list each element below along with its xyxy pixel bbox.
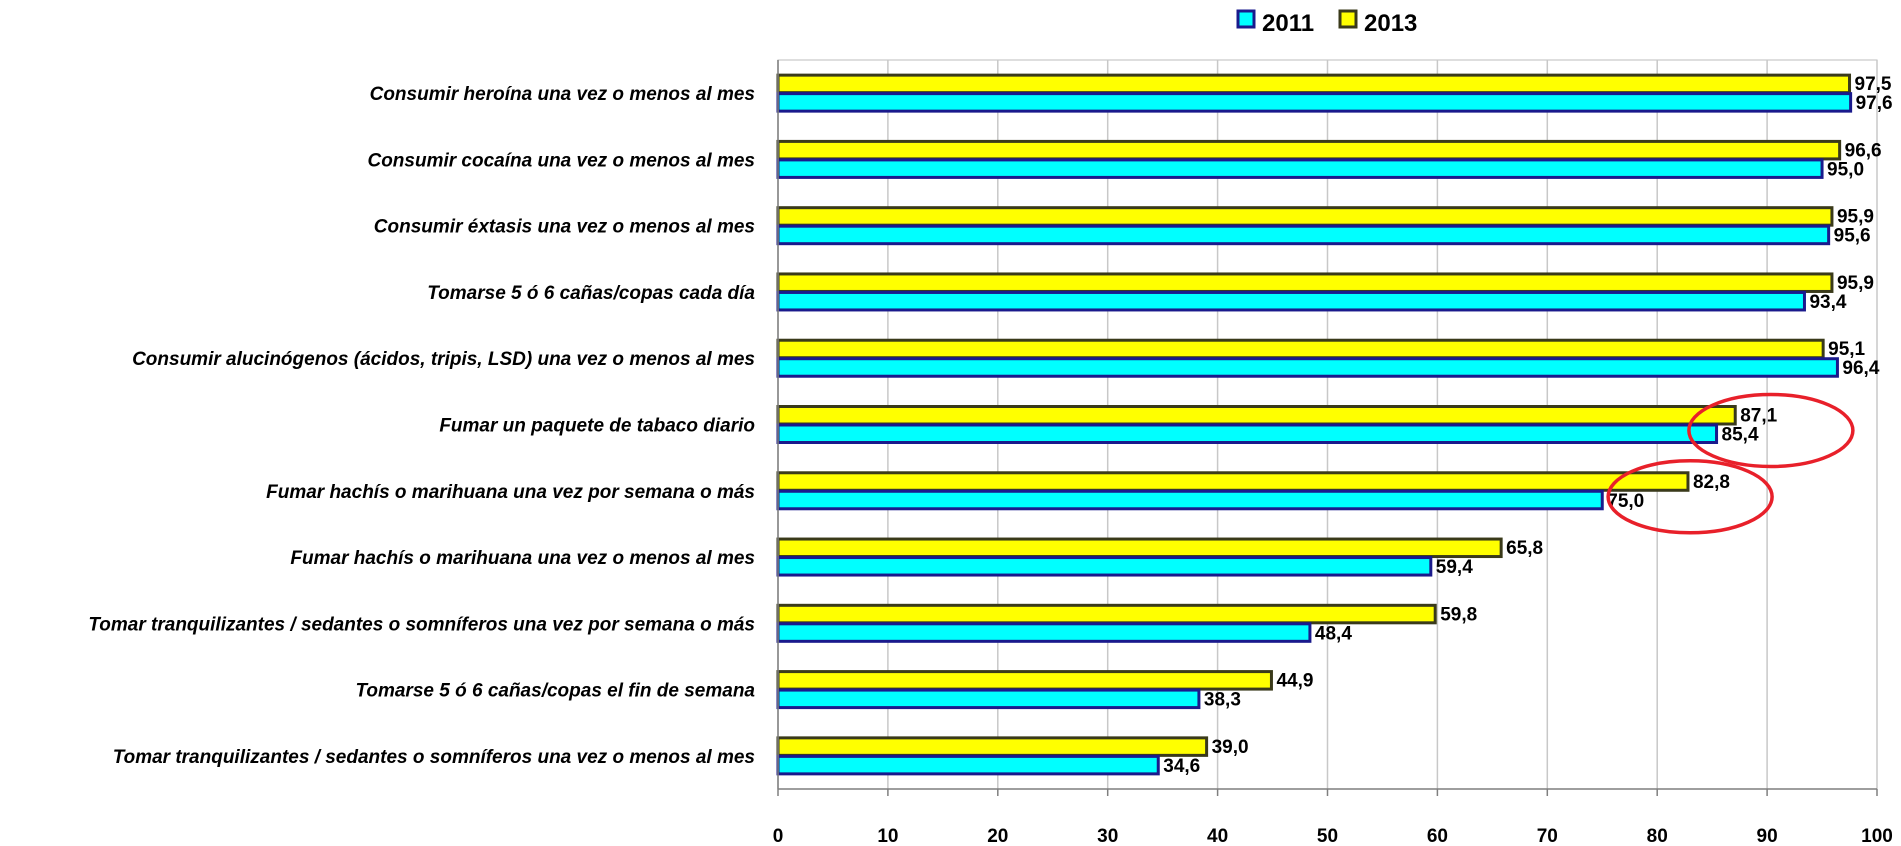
bar-2011 xyxy=(776,754,1160,776)
bar-2013 xyxy=(776,139,1842,161)
data-label-2011: 34,6 xyxy=(1163,756,1200,777)
bar-2011 xyxy=(776,158,1824,179)
legend-label-2013: 2013 xyxy=(1364,10,1417,37)
bar-2011 xyxy=(776,622,1312,643)
data-label-2013: 59,8 xyxy=(1440,604,1477,625)
data-label-2011: 95,6 xyxy=(1834,226,1871,247)
data-label-2013: 65,8 xyxy=(1506,538,1543,559)
data-label-2013: 95,1 xyxy=(1828,339,1865,360)
category-label: Tomarse 5 ó 6 cañas/copas el fin de sema… xyxy=(355,681,755,702)
legend: 2011 2013 xyxy=(1236,9,1417,37)
legend-swatch-2013 xyxy=(1338,9,1358,29)
x-tick-label: 10 xyxy=(877,826,898,846)
bar-2013 xyxy=(776,537,1503,559)
data-label-2013: 95,9 xyxy=(1837,207,1874,228)
category-labels: Consumir heroína una vez o menos al mes C… xyxy=(88,84,755,768)
bar-2011 xyxy=(776,290,1806,312)
category-label: Tomar tranquilizantes / sedantes o somní… xyxy=(88,614,755,635)
data-label-2011: 48,4 xyxy=(1315,623,1352,644)
category-label: Consumir alucinógenos (ácidos, tripis, L… xyxy=(132,349,755,370)
data-label-2011: 85,4 xyxy=(1722,425,1759,446)
data-label-2011: 38,3 xyxy=(1204,690,1241,711)
data-labels: 97,597,696,695,095,995,695,993,495,196,4… xyxy=(1163,74,1892,777)
x-tick-label: 70 xyxy=(1537,826,1558,846)
x-tick-label: 40 xyxy=(1207,826,1228,846)
bar-2013 xyxy=(776,338,1825,360)
data-label-2013: 96,6 xyxy=(1845,140,1882,161)
category-label: Consumir cocaína una vez o menos al mes xyxy=(367,150,755,171)
category-label: Tomar tranquilizantes / sedantes o somní… xyxy=(113,747,755,768)
bars xyxy=(776,73,1853,776)
highlight-ellipse xyxy=(1687,392,1855,469)
data-label-2011: 93,4 xyxy=(1809,292,1846,313)
x-tick-label: 50 xyxy=(1317,826,1338,846)
legend-label-2011: 2011 xyxy=(1262,10,1314,37)
data-label-2013: 82,8 xyxy=(1693,472,1730,493)
bar-2013 xyxy=(776,206,1834,227)
bar-2011 xyxy=(776,224,1831,246)
category-label: Fumar hachís o marihuana una vez o menos… xyxy=(290,548,755,569)
x-tick-label: 30 xyxy=(1097,826,1118,846)
category-label: Fumar un paquete de tabaco diario xyxy=(439,416,755,437)
bar-2013 xyxy=(776,405,1737,426)
data-label-2011: 59,4 xyxy=(1436,557,1473,578)
bar-2013 xyxy=(776,272,1834,293)
x-tick-label: 90 xyxy=(1757,826,1778,846)
data-label-2011: 95,0 xyxy=(1827,159,1864,180)
data-label-2013: 97,5 xyxy=(1855,74,1892,95)
data-label-2011: 96,4 xyxy=(1842,358,1879,379)
bar-2011 xyxy=(776,489,1604,511)
x-tick-label: 100 xyxy=(1861,826,1893,846)
bar-2013 xyxy=(776,73,1852,95)
highlight-annotations xyxy=(1606,392,1855,535)
data-label-2011: 97,6 xyxy=(1856,93,1893,114)
data-label-2011: 75,0 xyxy=(1607,491,1644,512)
bar-2013 xyxy=(776,736,1209,757)
legend-swatch-2011 xyxy=(1236,9,1256,29)
bar-2013 xyxy=(776,603,1437,625)
category-label: Consumir heroína una vez o menos al mes xyxy=(370,84,755,105)
bar-2013 xyxy=(776,670,1273,691)
bar-2013 xyxy=(776,471,1690,492)
category-label: Consumir éxtasis una vez o menos al mes xyxy=(374,217,755,238)
bar-2011 xyxy=(776,92,1853,113)
bar-2011 xyxy=(776,423,1719,444)
bar-2011 xyxy=(776,357,1839,378)
data-label-2013: 39,0 xyxy=(1212,737,1249,758)
x-tick-label: 80 xyxy=(1647,826,1668,846)
x-axis: 0 10 20 30 40 50 60 70 80 90 100 xyxy=(773,60,1893,846)
bar-2011 xyxy=(776,556,1433,577)
x-tick-label: 0 xyxy=(773,826,784,846)
x-tick-label: 20 xyxy=(987,826,1008,846)
data-label-2013: 87,1 xyxy=(1740,406,1777,427)
category-label: Tomarse 5 ó 6 cañas/copas cada día xyxy=(427,283,755,304)
category-label: Fumar hachís o marihuana una vez por sem… xyxy=(266,482,755,503)
highlight-ellipse xyxy=(1606,459,1774,535)
data-label-2013: 95,9 xyxy=(1837,273,1874,294)
x-tick-label: 60 xyxy=(1427,826,1448,846)
data-label-2013: 44,9 xyxy=(1276,671,1313,692)
bar-2011 xyxy=(776,688,1201,710)
